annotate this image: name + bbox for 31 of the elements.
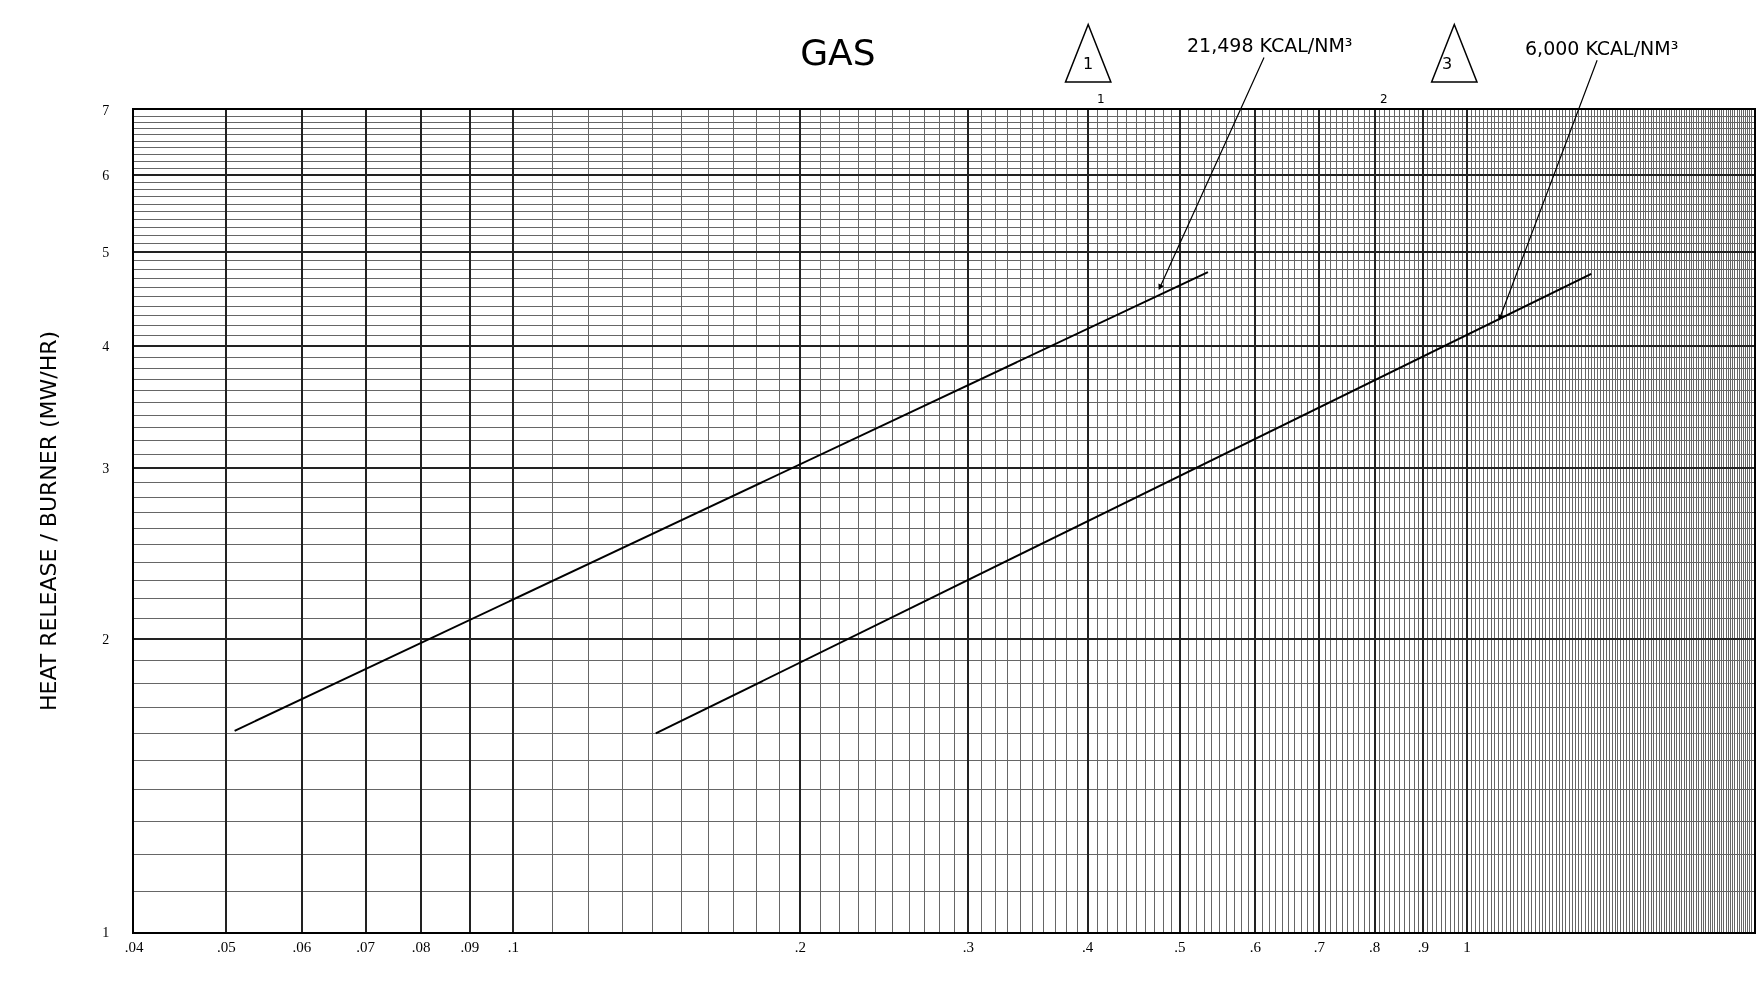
y-tick-label: 3: [102, 460, 110, 476]
x-tick-label: .2: [794, 939, 807, 955]
x-tick-label: .08: [411, 939, 431, 955]
y-tick-label: 4: [102, 339, 110, 355]
x-tick-label: .3: [962, 939, 975, 955]
x-tick-label: .8: [1368, 939, 1381, 955]
text: 3: [1442, 54, 1453, 73]
text: 1: [1083, 54, 1094, 73]
y-tick-label: 6: [102, 168, 110, 184]
x-tick-label: .09: [460, 939, 480, 955]
x-tick-label: .4: [1081, 939, 1094, 955]
x-tick-label: .9: [1417, 939, 1429, 955]
text: 1: [1097, 92, 1105, 106]
x-tick-label: .07: [356, 939, 376, 955]
x-tick-label: .04: [124, 939, 144, 955]
x-tick-label: .5: [1174, 939, 1186, 955]
annotation: 21,498 KCAL/NM³: [1187, 34, 1353, 56]
chart-title: GAS: [800, 32, 876, 73]
x-tick-label: 1: [1463, 939, 1471, 955]
y-tick-label: 7: [102, 102, 110, 118]
x-tick-label: .05: [217, 939, 236, 955]
annotation: 6,000 KCAL/NM³: [1525, 37, 1679, 59]
x-tick-label: .06: [292, 939, 312, 955]
x-tick-label: .6: [1249, 939, 1262, 955]
y-tick-label: 1: [102, 924, 110, 940]
y-tick-label: 5: [102, 245, 110, 261]
x-tick-label: .1: [507, 939, 520, 955]
text: 2: [1380, 92, 1388, 106]
y-axis-title: HEAT RELEASE / BURNER (MW/HR): [35, 330, 61, 712]
y-tick-label: 2: [102, 632, 110, 648]
x-tick-label: .7: [1313, 939, 1326, 955]
